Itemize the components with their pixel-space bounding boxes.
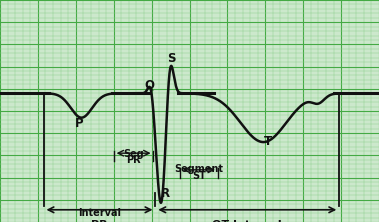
Text: Segment: Segment xyxy=(174,164,224,174)
Text: Seg: Seg xyxy=(123,149,144,159)
Text: PR: PR xyxy=(91,220,108,222)
Text: T: T xyxy=(263,135,271,148)
Text: S: S xyxy=(167,52,175,65)
Text: Interval: Interval xyxy=(78,208,121,218)
Text: P: P xyxy=(75,117,84,130)
Text: R: R xyxy=(161,187,170,200)
Text: ST: ST xyxy=(192,171,206,181)
Text: PR: PR xyxy=(126,155,141,165)
Text: Q: Q xyxy=(145,79,155,92)
Text: QT Interval: QT Interval xyxy=(213,220,282,222)
